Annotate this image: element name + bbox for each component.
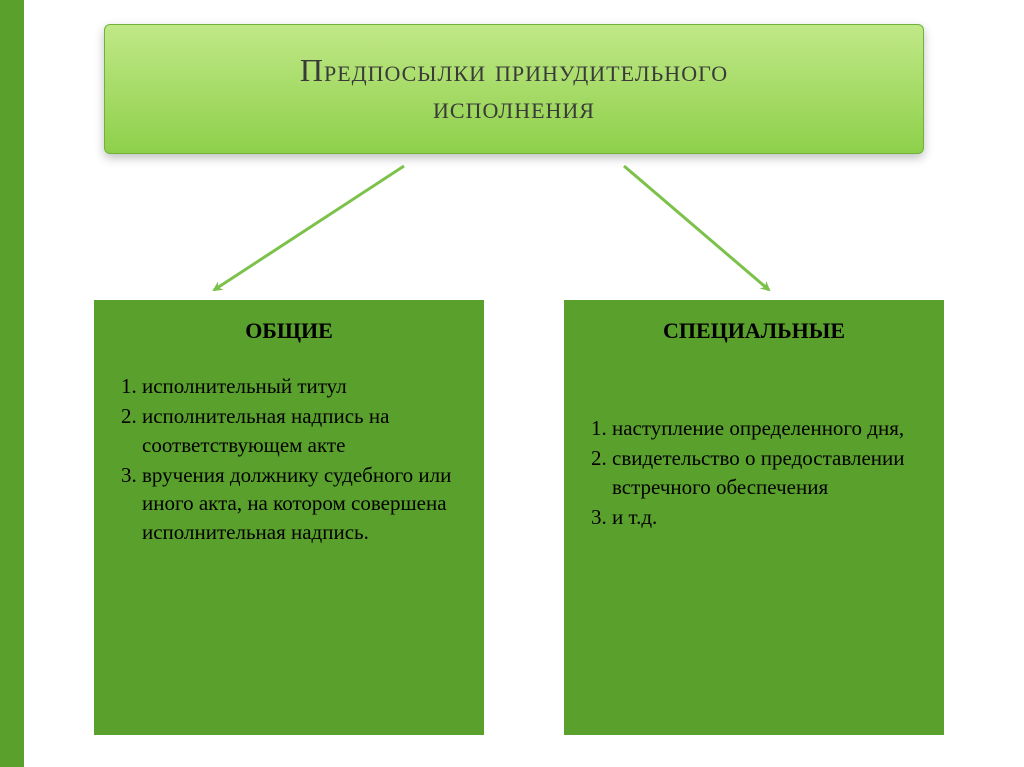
arrow-right-line [624,166,769,290]
slide-accent-bar [0,0,24,767]
category-list-special: наступление определенного дня,свидетельс… [586,414,922,531]
category-list-general: исполнительный титулисполнительная надпи… [116,372,462,546]
category-box-general: ОБЩИЕ исполнительный титулисполнительная… [94,300,484,735]
list-item: свидетельство о предоставлении встречног… [612,444,922,501]
list-item: наступление определенного дня, [612,414,922,442]
category-title-general: ОБЩИЕ [116,318,462,344]
category-box-special: СПЕЦИАЛЬНЫЕ наступление определенного дн… [564,300,944,735]
category-title-special: СПЕЦИАЛЬНЫЕ [586,318,922,344]
diagram-stage: Предпосылки принудительного исполнения О… [24,0,1024,767]
list-item: исполнительный титул [142,372,462,400]
list-item: и т.д. [612,503,922,531]
list-item: исполнительная надпись на соответствующе… [142,402,462,459]
list-item: вручения должнику судебного или иного ак… [142,461,462,546]
